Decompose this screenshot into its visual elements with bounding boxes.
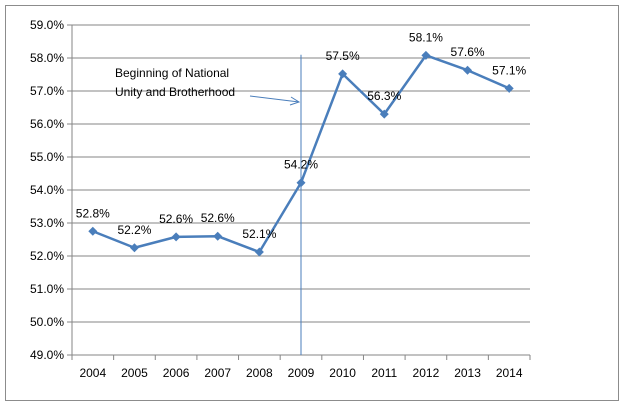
y-tick-label: 53.0% <box>30 216 64 230</box>
data-labels: 52.8% 52.2% 52.6% 52.6% 52.1% 54.2% 57.5% 56.3%… <box>76 30 527 241</box>
data-point <box>213 231 223 241</box>
annotation-arrow-shaft <box>249 95 300 103</box>
annotation-arrow-head <box>289 96 301 106</box>
y-tick-label: 49.0% <box>30 348 64 362</box>
y-tick-label: 54.0% <box>30 183 64 197</box>
x-tick-label: 2009 <box>288 366 315 380</box>
data-point <box>171 232 181 242</box>
data-point <box>463 65 473 75</box>
data-label: 57.5% <box>326 49 360 63</box>
data-point <box>338 69 348 79</box>
y-tick-label: 51.0% <box>30 282 64 296</box>
y-tick-label: 57.0% <box>30 84 64 98</box>
y-tick-label: 50.0% <box>30 315 64 329</box>
data-point <box>129 243 139 253</box>
series-points <box>88 50 514 257</box>
x-tick-label: 2004 <box>79 366 106 380</box>
y-tick-label: 59.0% <box>30 18 64 32</box>
data-label: 54.2% <box>284 158 318 172</box>
annotation-line-1: Beginning of National <box>115 66 229 80</box>
x-tick-label: 2006 <box>163 366 190 380</box>
x-tick-label: 2014 <box>496 366 523 380</box>
x-tick-label: 2011 <box>371 366 397 380</box>
x-tick-label: 2007 <box>204 366 231 380</box>
x-axis-ticks: 2004 2005 2006 2007 2008 2009 2010 2011 2012 2013… <box>71 355 531 380</box>
data-label: 57.1% <box>492 63 526 77</box>
data-point <box>296 178 306 188</box>
x-tick-label: 2013 <box>454 366 481 380</box>
data-point <box>88 226 98 236</box>
data-label: 56.3% <box>367 89 401 103</box>
y-tick-label: 55.0% <box>30 150 64 164</box>
annotation: Beginning of National Unity and Brotherh… <box>115 66 301 106</box>
data-label: 52.1% <box>242 227 276 241</box>
y-tick-label: 52.0% <box>30 249 64 263</box>
data-label: 52.8% <box>76 206 110 220</box>
data-label: 52.6% <box>201 211 235 225</box>
data-point <box>379 109 389 119</box>
data-label: 52.2% <box>117 223 151 237</box>
data-label: 58.1% <box>409 30 443 44</box>
data-point <box>421 50 431 60</box>
data-point <box>254 247 264 257</box>
annotation-line-2: Unity and Brotherhood <box>115 85 235 99</box>
y-tick-label: 56.0% <box>30 117 64 131</box>
x-tick-label: 2005 <box>121 366 148 380</box>
x-tick-label: 2008 <box>246 366 273 380</box>
data-label: 57.6% <box>451 45 485 59</box>
y-axis-ticks: 49.0% 50.0% 51.0% 52.0% 53.0% 54.0% 55.0% 56.0%… <box>30 18 64 362</box>
x-tick-label: 2010 <box>329 366 356 380</box>
x-tick-label: 2012 <box>413 366 440 380</box>
data-point <box>504 83 514 93</box>
data-label: 52.6% <box>159 212 193 226</box>
y-tick-label: 58.0% <box>30 51 64 65</box>
chart-frame <box>5 5 619 401</box>
